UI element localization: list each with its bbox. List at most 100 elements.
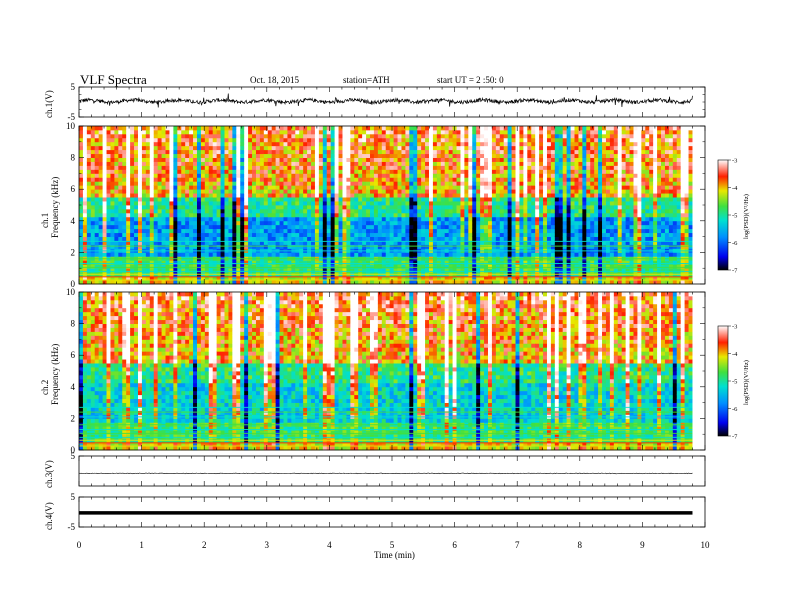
spectrogram-cell <box>354 158 358 162</box>
spectrogram-cell <box>99 233 103 237</box>
spectrogram-cell <box>95 146 99 150</box>
spectrogram-cell <box>268 193 272 197</box>
spectrogram-cell <box>398 173 402 177</box>
spectrogram-cell <box>276 237 280 241</box>
spectrogram-cell <box>126 130 130 134</box>
spectrogram-cell <box>335 134 339 138</box>
spectrogram-cell <box>91 201 95 205</box>
spectrogram-cell <box>335 150 339 154</box>
spectrogram-cell <box>87 264 91 268</box>
spectrogram-cell <box>350 126 354 130</box>
spectrogram-cell <box>339 197 343 201</box>
spectrogram-cell <box>150 166 154 170</box>
spectrogram-cell <box>150 213 154 217</box>
spectrogram-cell <box>205 193 209 197</box>
spectrogram-cell <box>429 201 433 205</box>
spectrogram-cell <box>339 205 343 209</box>
spectrogram-cell <box>311 264 315 268</box>
spectrogram-cell <box>378 130 382 134</box>
spectrogram-cell <box>99 177 103 181</box>
spectrogram-cell <box>409 181 413 185</box>
spectrogram-cell <box>225 138 229 142</box>
spectrogram-cell <box>401 209 405 213</box>
spectrogram-cell <box>169 158 173 162</box>
spectrogram-cell <box>319 169 323 173</box>
spectrogram-cell <box>287 193 291 197</box>
spectrogram-cell <box>107 264 111 268</box>
spectrogram-cell <box>358 245 362 249</box>
spectrogram-cell <box>394 213 398 217</box>
spectrogram-cell <box>173 233 177 237</box>
spectrogram-cell <box>260 252 264 256</box>
spectrogram-cell <box>295 130 299 134</box>
spectrogram-cell <box>386 209 390 213</box>
spectrogram-cell <box>221 193 225 197</box>
spectrogram-cell <box>358 225 362 229</box>
spectrogram-cell <box>181 245 185 249</box>
spectrogram-cell <box>162 260 166 264</box>
spectrogram-cell <box>382 162 386 166</box>
spectrogram-cell <box>268 162 272 166</box>
spectrogram-cell <box>417 154 421 158</box>
spectrogram-cell <box>394 189 398 193</box>
spectrogram-cell <box>260 126 264 130</box>
spectrogram-cell <box>295 217 299 221</box>
spectrogram-cell <box>213 252 217 256</box>
spectrogram-cell <box>283 158 287 162</box>
spectrogram-cell <box>268 189 272 193</box>
spectrogram-cell <box>394 169 398 173</box>
spectrogram-cell <box>421 264 425 268</box>
spectrogram-cell <box>240 146 244 150</box>
spectrogram-cell <box>240 130 244 134</box>
spectrogram-cell <box>91 197 95 201</box>
spectrogram-cell <box>118 181 122 185</box>
spectrogram-cell <box>244 225 248 229</box>
spectrogram-cell <box>417 221 421 225</box>
spectrogram-cell <box>142 134 146 138</box>
spectrogram-cell <box>299 193 303 197</box>
spectrogram-cell <box>83 173 87 177</box>
spectrogram-cell <box>162 142 166 146</box>
spectrogram-cell <box>232 189 236 193</box>
spectrogram-cell <box>240 268 244 272</box>
spectrogram-cell <box>413 158 417 162</box>
spectrogram-cell <box>280 181 284 185</box>
spectrogram-cell <box>319 209 323 213</box>
spectrogram-cell <box>236 264 240 268</box>
spectrogram-cell <box>386 146 390 150</box>
spectrogram-cell <box>213 162 217 166</box>
spectrogram-cell <box>295 260 299 264</box>
spectrogram-cell <box>205 213 209 217</box>
spectrogram-cell <box>323 237 327 241</box>
spectrogram-cell <box>240 166 244 170</box>
spectrogram-cell <box>346 130 350 134</box>
spectrogram-cell <box>134 158 138 162</box>
ch1-wave-ytick-label: 5 <box>71 82 76 92</box>
spectrogram-cell <box>327 181 331 185</box>
spectrogram-cell <box>177 181 181 185</box>
spectrogram-cell <box>405 150 409 154</box>
spectrogram-cell <box>358 173 362 177</box>
spectrogram-cell <box>158 252 162 256</box>
spectrogram-cell <box>378 166 382 170</box>
spectrogram-cell <box>307 134 311 138</box>
spectrogram-cell <box>260 169 264 173</box>
spectrogram-cell <box>398 177 402 181</box>
spectrogram-cell <box>272 185 276 189</box>
spectrogram-cell <box>87 146 91 150</box>
spectrogram-cell <box>118 162 122 166</box>
spectrogram-cell <box>378 154 382 158</box>
spectrogram-cell <box>244 268 248 272</box>
spectrogram-cell <box>217 150 221 154</box>
spectrogram-cell <box>169 189 173 193</box>
spectrogram-cell <box>177 142 181 146</box>
spectrogram-cell <box>311 173 315 177</box>
spectrogram-cell <box>417 237 421 241</box>
spectrogram-cell <box>264 252 268 256</box>
spectrogram-cell <box>335 142 339 146</box>
spectrogram-cell <box>252 237 256 241</box>
spectrogram-cell <box>158 177 162 181</box>
spectrogram-cell <box>91 209 95 213</box>
spectrogram-cell <box>83 134 87 138</box>
spectrogram-cell <box>221 197 225 201</box>
